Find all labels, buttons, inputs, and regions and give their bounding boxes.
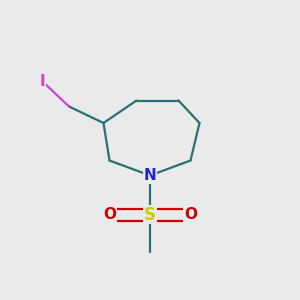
Text: S: S (144, 206, 156, 224)
Text: O: O (103, 207, 116, 222)
Text: O: O (184, 207, 197, 222)
Text: I: I (39, 74, 45, 88)
Text: N: N (144, 168, 156, 183)
